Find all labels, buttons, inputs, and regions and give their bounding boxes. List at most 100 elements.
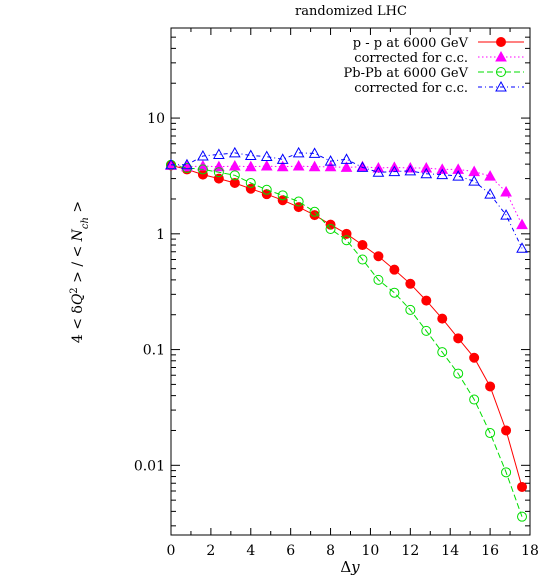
data-point [373, 251, 384, 262]
data-point [229, 170, 240, 181]
data-point [213, 148, 225, 159]
data-point [516, 242, 528, 253]
data-point [501, 425, 512, 436]
data-point [308, 147, 321, 158]
y-tick-label: 10 [147, 111, 165, 127]
y-tick-label: 0.1 [143, 343, 165, 359]
data-point [421, 295, 432, 306]
data-point [292, 146, 305, 158]
series-2 [166, 159, 528, 522]
data-point [453, 333, 464, 344]
data-point [484, 188, 496, 199]
data-point [356, 161, 369, 172]
x-axis-label: Δy [340, 558, 360, 576]
data-point [469, 394, 480, 405]
y-axis-label: 4 < δQ2 > / < Nch > [69, 201, 91, 343]
data-point [389, 287, 400, 298]
data-point [453, 368, 464, 379]
data-point [293, 202, 304, 213]
data-point [469, 352, 480, 363]
data-point [197, 169, 208, 180]
data-point [244, 149, 257, 160]
data-point [340, 153, 353, 164]
legend-marker [495, 80, 507, 92]
y-axis-label-part: 2 [69, 287, 80, 293]
x-tick-label: 2 [206, 543, 215, 559]
data-point [500, 185, 512, 197]
data-point [244, 160, 257, 172]
data-point [341, 235, 352, 246]
data-point [292, 160, 305, 171]
axes: 0 2 4 6 8 10 12 14 16 18 0.01 0.1 1 10 [134, 27, 539, 559]
y-axis-label-part: 4 < δ [70, 305, 86, 343]
chart-title: randomized LHC [295, 4, 407, 19]
data-point [197, 149, 209, 161]
x-axis-label-delta: Δ [340, 558, 351, 576]
data-point [452, 163, 465, 174]
data-point [500, 209, 512, 220]
legend-label: p - p at 6000 GeV [353, 36, 469, 51]
data-point [516, 218, 528, 230]
data-point [437, 347, 448, 358]
data-point [484, 170, 496, 181]
series-line [170, 164, 523, 517]
legend-marker [496, 37, 506, 47]
x-tick-label: 4 [246, 543, 255, 559]
x-axis-label-var: y [350, 558, 360, 576]
data-point [485, 381, 496, 392]
data-point [293, 196, 304, 207]
y-axis-label-part: N [70, 228, 86, 242]
data-point [308, 160, 321, 172]
y-tick-label: 0.01 [134, 458, 165, 474]
data-point [213, 167, 224, 178]
data-point [420, 167, 433, 179]
series-3 [165, 146, 528, 253]
data-point [228, 160, 241, 171]
data-point [420, 162, 433, 173]
data-point [405, 304, 416, 315]
x-tick-label: 16 [481, 543, 499, 559]
data-point [485, 428, 496, 439]
data-point [404, 164, 417, 176]
y-axis-label-part: Q [70, 293, 86, 305]
data-point [340, 161, 353, 172]
data-point [357, 254, 368, 265]
plot-frame [170, 27, 531, 536]
data-point [165, 158, 177, 170]
data-point [389, 264, 400, 275]
data-point [325, 224, 336, 235]
data-point [324, 155, 337, 166]
data-point [197, 164, 208, 175]
x-tick-label: 10 [362, 543, 380, 559]
data-point [261, 184, 272, 195]
data-point [245, 177, 256, 188]
data-point [388, 165, 401, 177]
data-point [260, 150, 273, 162]
data-point [309, 206, 320, 217]
data-point [517, 511, 528, 522]
y-axis-label-part: ch [80, 217, 91, 229]
series-1 [165, 159, 528, 230]
data-point [373, 274, 384, 285]
series-layer [165, 146, 528, 522]
data-point [277, 190, 288, 201]
legend-marker [496, 67, 506, 77]
data-point [181, 158, 193, 170]
data-point [405, 278, 416, 289]
data-point [436, 168, 449, 180]
x-tick-label: 0 [167, 543, 176, 559]
data-point [229, 177, 240, 188]
data-point [437, 313, 448, 324]
data-point [276, 160, 289, 172]
y-axis-label-part: > [70, 201, 86, 217]
data-point [276, 153, 289, 164]
legend-marker [495, 50, 507, 62]
data-point [372, 166, 385, 177]
legend-label: Pb-Pb at 6000 GeV [344, 66, 469, 81]
data-point [324, 160, 337, 172]
legend-label: corrected for c.c. [354, 51, 468, 66]
x-tick-label: 12 [401, 543, 419, 559]
y-axis-label-part: > / < [70, 241, 86, 287]
